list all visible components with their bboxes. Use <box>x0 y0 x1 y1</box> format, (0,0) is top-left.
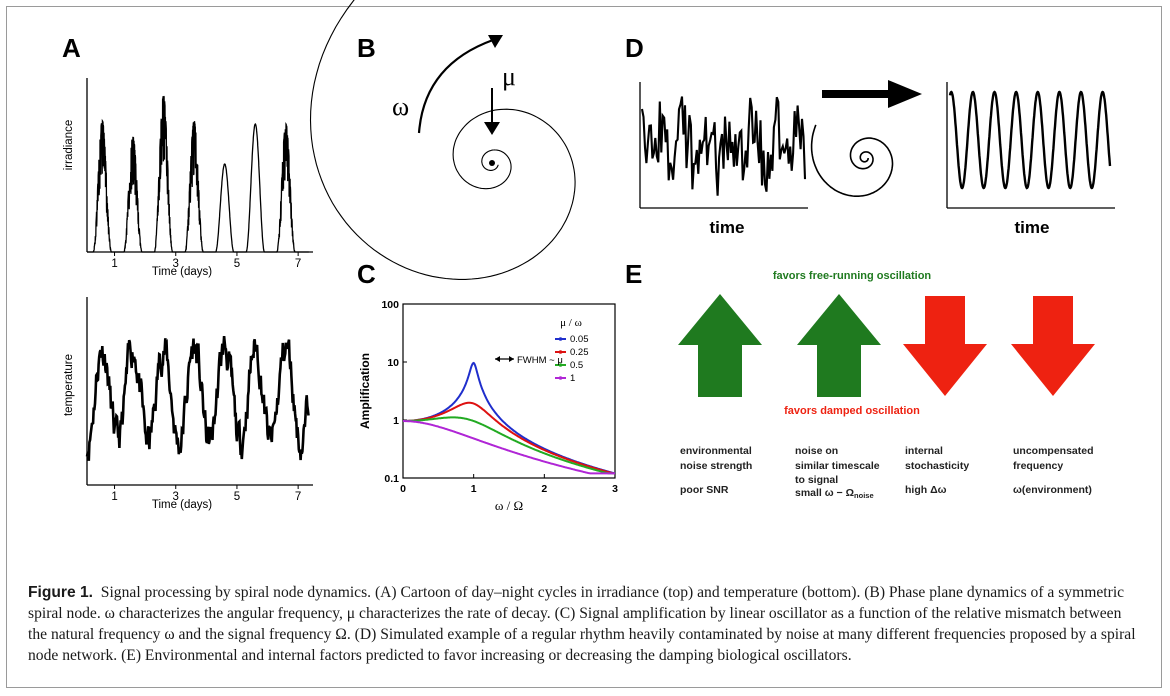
phase-spiral <box>309 0 576 280</box>
panel-a-letter: A <box>62 33 81 63</box>
a-xtick-label: 7 <box>295 491 301 503</box>
panel-b-letter: B <box>357 33 376 63</box>
factor-3-line-2: stochasticity <box>905 460 969 472</box>
a-xtick-label: 5 <box>234 258 240 270</box>
a-xtick-label: 7 <box>295 258 301 270</box>
e-top-label: favors free-running oscillation <box>773 270 932 282</box>
factor-4-line-1: uncompensated <box>1013 445 1094 457</box>
factor-3-condition: high Δω <box>905 484 947 496</box>
c-xtick-label: 1 <box>471 483 477 495</box>
omega-arc <box>417 38 494 134</box>
figure-caption: Figure 1. Signal processing by spiral no… <box>28 582 1143 666</box>
panel-b: B ω μ <box>309 0 576 280</box>
factor-4-condition: ω(environment) <box>1013 484 1092 496</box>
c-series-line <box>403 401 615 475</box>
e-arrow-down-1 <box>903 296 987 396</box>
factor-3-line-1: internal <box>905 445 943 457</box>
irradiance-trace <box>87 95 309 253</box>
factor-2-line-1: noise on <box>795 445 838 457</box>
factor-2-line-3: to signal <box>795 474 838 486</box>
factor-1-condition: poor SNR <box>680 484 729 496</box>
panel-c-letter: C <box>357 259 376 289</box>
d-left-xlabel: time <box>710 218 745 237</box>
c-ylabel: Amplification <box>358 353 372 429</box>
a-xtick-label: 1 <box>111 258 117 270</box>
caption-text: Signal processing by spiral node dynamic… <box>28 584 1136 664</box>
e-arrow-down-2 <box>1011 296 1095 396</box>
c-legend-marker <box>558 350 563 354</box>
c-ytick-label: 1 <box>393 415 399 427</box>
c-legend: 0.05 0.25 0.5 1 <box>555 334 589 384</box>
c-ytick-label: 100 <box>381 299 399 311</box>
omega-arrowhead <box>488 35 503 48</box>
c-plot-frame <box>402 303 616 479</box>
panel-c: C 0 1 2 3 0.1 1 10 100 ω / Ω Amplification μ / … <box>357 259 618 513</box>
mu-label: μ <box>502 62 516 91</box>
caption-label: Figure 1. <box>28 584 93 601</box>
c-xtick-label: 3 <box>612 483 618 495</box>
c-legend-marker <box>558 337 563 341</box>
c-ticks: 0 1 2 3 0.1 1 10 100 <box>381 299 618 495</box>
e-bottom-label: favors damped oscillation <box>784 405 920 417</box>
factor-2-line-2: similar timescale <box>795 460 880 472</box>
fwhm-annotation: FWHM ~ μ <box>517 355 563 366</box>
d-spiral-icon <box>810 124 894 197</box>
a-top-ylabel: irradiance <box>63 120 75 171</box>
a-top-xlabel: Time (days) <box>152 266 212 278</box>
panel-d: D time time <box>625 33 1115 237</box>
factor-1-line-2: noise strength <box>680 460 752 472</box>
a-xtick-label: 5 <box>234 491 240 503</box>
spiral-center <box>489 160 495 166</box>
a-top-xticks: 1 3 5 7 <box>111 252 301 270</box>
panel-d-letter: D <box>625 33 644 63</box>
figure-frame <box>6 6 1162 688</box>
a-xtick-label: 1 <box>111 491 117 503</box>
a-bottom-xlabel: Time (days) <box>152 499 212 511</box>
figure-canvas: A 1 3 5 7 Time (days) irradiance 1 3 5 7 Time … <box>62 0 1115 513</box>
fwhm-arrowheads <box>495 356 514 362</box>
c-xtick-label: 2 <box>541 483 547 495</box>
c-legend-marker <box>558 376 563 380</box>
c-ytick-label: 0.1 <box>384 473 399 485</box>
a-bottom-xticks: 1 3 5 7 <box>111 485 301 503</box>
a-bottom-ylabel: temperature <box>63 354 75 416</box>
c-ytick-label: 10 <box>387 357 399 369</box>
c-legend-title: μ / ω <box>560 317 582 329</box>
omega-label: ω <box>392 92 409 121</box>
a-xtick-label: 3 <box>173 258 179 270</box>
panel-a: A 1 3 5 7 Time (days) irradiance 1 3 5 7 Time … <box>62 33 313 511</box>
factor-4-line-2: frequency <box>1013 460 1063 472</box>
c-legend-label: 1 <box>570 373 575 384</box>
c-xlabel: ω / Ω <box>495 498 523 513</box>
panel-e-letter: E <box>625 259 642 289</box>
noisy-signal-trace <box>640 96 807 196</box>
c-xtick-label: 0 <box>400 483 406 495</box>
factor-2-condition: small ω − Ωnoise <box>795 487 874 500</box>
panel-e: E favors free-running oscillation favors… <box>625 259 1095 500</box>
mu-arrowhead <box>484 122 500 135</box>
c-legend-label: 0.25 <box>570 347 589 358</box>
c-series-group <box>403 361 616 475</box>
clean-signal-trace <box>948 90 1112 190</box>
c-legend-label: 0.5 <box>570 360 583 371</box>
temperature-trace <box>85 335 310 461</box>
d-right-xlabel: time <box>1015 218 1050 237</box>
factor-1-line-1: environmental <box>680 445 752 457</box>
a-xtick-label: 3 <box>173 491 179 503</box>
c-series-line <box>403 416 615 475</box>
c-legend-label: 0.05 <box>570 334 589 345</box>
e-arrow-up-1 <box>678 294 762 397</box>
d-big-arrowhead <box>888 80 922 108</box>
c-legend-marker <box>558 363 563 367</box>
c-series-line <box>403 420 615 475</box>
factor-2-condition-main: small ω − Ω <box>795 487 854 499</box>
factor-2-condition-sub: noise <box>854 491 874 500</box>
e-arrow-up-2 <box>797 294 881 397</box>
